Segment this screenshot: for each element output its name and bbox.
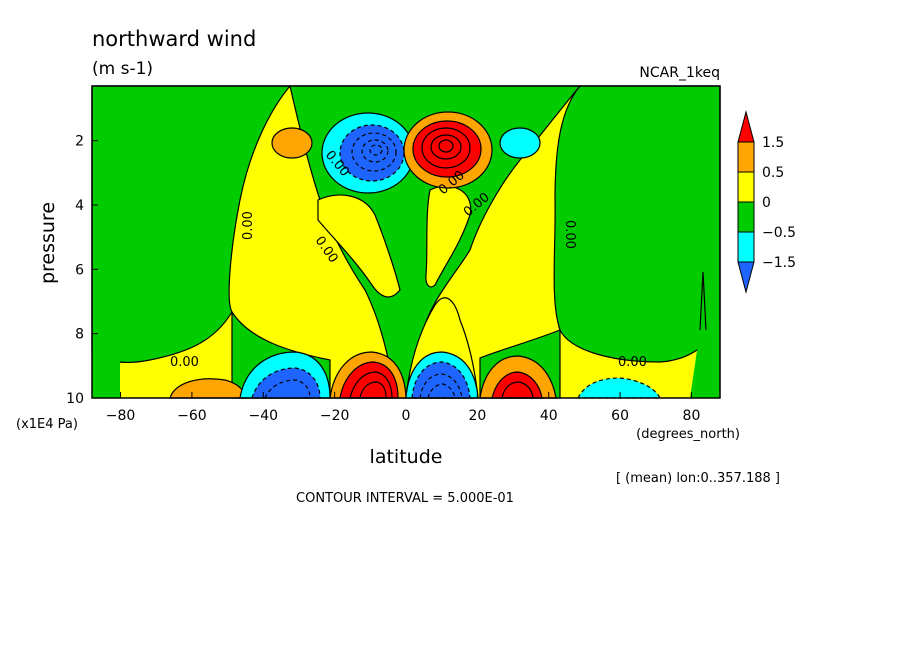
contour-label: 0.00 [618, 355, 647, 370]
colorbar-segment [737, 261, 755, 294]
colorbar-segment [737, 171, 755, 203]
cyan-patch-upper-east [499, 127, 541, 159]
green-strip-east-edge [690, 320, 720, 398]
x-tick-label: −80 [106, 408, 136, 424]
x-axis: −80 −60 −40 −20 0 20 40 60 80 [106, 392, 701, 424]
contour-spike-east [699, 271, 707, 331]
x-tick-label: −60 [177, 408, 207, 424]
plot-area: 0.00 0.00 0.00 0.00 0.00 0.00 0.00 0.00 [91, 85, 721, 399]
colorbar-label: −1.5 [762, 255, 796, 271]
lower-negative-cell-sh [239, 351, 331, 399]
y-tick-label: 4 [75, 198, 84, 214]
green-region-west [91, 85, 292, 363]
y-tick-label: 10 [66, 391, 84, 407]
colorbar-label: 0.5 [762, 165, 784, 181]
y-axis-label: pressure [37, 202, 59, 284]
green-region-east [553, 85, 721, 363]
y-tick-label: 6 [75, 262, 84, 278]
yellow-tongue-north [425, 185, 472, 288]
y-tick-label: 8 [75, 327, 84, 343]
colorbar-label: −0.5 [762, 225, 796, 241]
x-tick-label: 40 [540, 408, 558, 424]
averaging-note: [ (mean) lon:0..357.188 ] [616, 471, 780, 486]
x-axis-label: latitude [370, 446, 443, 468]
lower-positive-cell-nh [479, 355, 557, 399]
lower-negative-cell-nh [405, 351, 479, 399]
contour-label: 0.00 [562, 220, 577, 249]
y-axis-units: (x1E4 Pa) [16, 417, 78, 432]
x-tick-label: 80 [683, 408, 701, 424]
y-tick-label: 2 [75, 134, 84, 150]
lower-negative-cell-east [577, 377, 661, 399]
x-tick-label: −20 [320, 408, 350, 424]
dataset-label: NCAR_1keq [639, 65, 720, 81]
colorbar-segment [737, 201, 755, 233]
colorbar: 1.5 0.5 0 −0.5 −1.5 [737, 110, 796, 294]
contour-interval: CONTOUR INTERVAL = 5.000E-01 [296, 491, 514, 506]
colorbar-segment [737, 231, 755, 263]
colorbar-segment [737, 141, 755, 173]
colorbar-segment [737, 110, 755, 143]
y-axis: 2 4 6 8 10 [66, 134, 98, 407]
chart-title: northward wind [92, 27, 256, 51]
colorbar-label: 1.5 [762, 135, 784, 151]
lower-positive-cell-sh [329, 351, 407, 399]
x-tick-label: 0 [402, 408, 411, 424]
chart-units: (m s-1) [92, 59, 153, 79]
x-tick-label: 20 [468, 408, 486, 424]
x-tick-label: −40 [248, 408, 278, 424]
x-axis-units: (degrees_north) [636, 427, 740, 442]
yellow-tongue-south [317, 194, 401, 298]
orange-patch-upper-west [271, 127, 313, 159]
upper-positive-cell [403, 111, 493, 189]
upper-negative-cell [321, 112, 415, 194]
contour-label: 0.00 [170, 355, 199, 370]
x-tick-label: 60 [611, 408, 629, 424]
colorbar-label: 0 [762, 195, 771, 211]
green-strip-west-edge [92, 350, 120, 398]
contour-label: 0.00 [241, 211, 256, 240]
